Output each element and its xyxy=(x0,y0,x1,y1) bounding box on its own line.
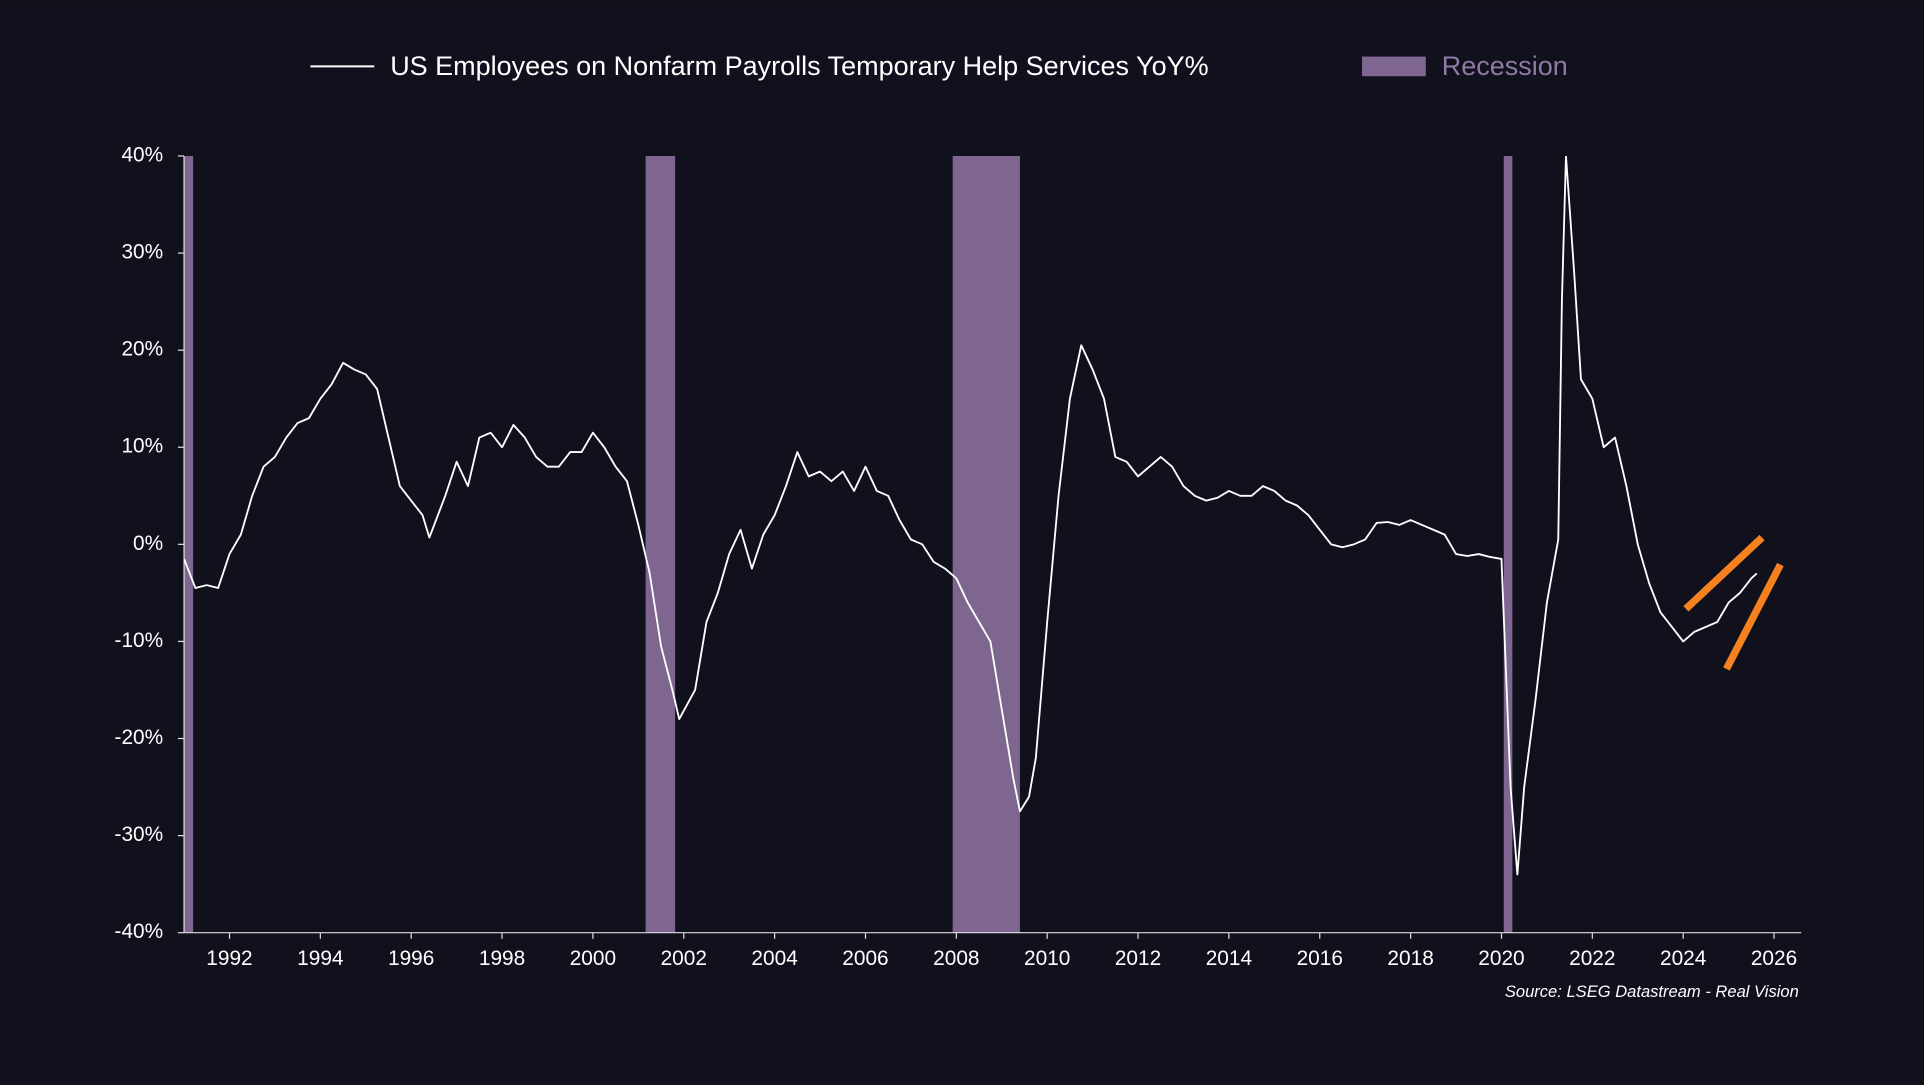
x-tick-label: 2024 xyxy=(1660,947,1706,970)
y-tick-label: 10% xyxy=(121,435,163,458)
legend-label: US Employees on Nonfarm Payrolls Tempora… xyxy=(390,51,1208,81)
x-tick-label: 1994 xyxy=(297,947,343,970)
y-tick-label: 20% xyxy=(121,338,163,361)
x-tick-label: 1998 xyxy=(479,947,525,970)
series-line xyxy=(184,155,1758,876)
source-note: Source: LSEG Datastream - Real Vision xyxy=(1505,982,1799,1001)
x-tick-label: 2016 xyxy=(1297,947,1343,970)
x-tick-label: 2002 xyxy=(661,947,707,970)
x-tick-label: 2018 xyxy=(1387,947,1433,970)
recession-band xyxy=(645,155,676,933)
axes: 40% 30% 20% 10% 0% -10% -20% -30% -40% 1992 1994 19… xyxy=(115,143,1802,970)
y-tick-label: 30% xyxy=(121,241,163,264)
x-tick-label: 2020 xyxy=(1478,947,1524,970)
x-tick-label: 2014 xyxy=(1206,947,1252,970)
recession-band xyxy=(184,155,194,933)
x-tick-label: 2012 xyxy=(1115,947,1161,970)
x-tick-label: 2010 xyxy=(1024,947,1070,970)
y-tick-label: -30% xyxy=(115,823,164,846)
annotation-stroke xyxy=(1683,534,1765,612)
x-tick-label: 2008 xyxy=(933,947,979,970)
series-lines xyxy=(184,155,1758,876)
y-tick-label: 0% xyxy=(133,532,163,555)
x-tick-label: 2026 xyxy=(1751,947,1797,970)
x-tick-label: 1992 xyxy=(206,947,252,970)
x-tick-label: 2006 xyxy=(842,947,888,970)
y-tick-label: 40% xyxy=(121,143,163,166)
legend: US Employees on Nonfarm Payrolls Tempora… xyxy=(310,51,1568,81)
legend-swatch xyxy=(1362,56,1426,77)
y-tick-label: -10% xyxy=(115,629,164,652)
x-tick-label: 2022 xyxy=(1569,947,1615,970)
recession-bands xyxy=(184,155,1513,933)
recession-band xyxy=(952,155,1020,933)
legend-label: Recession xyxy=(1442,51,1568,81)
y-tick-label: -40% xyxy=(115,920,164,943)
annotation-stroke xyxy=(1723,562,1784,671)
recession-band xyxy=(1503,155,1513,933)
y-tick-label: -20% xyxy=(115,726,164,749)
x-tick-label: 1996 xyxy=(388,947,434,970)
x-tick-label: 2000 xyxy=(570,947,616,970)
x-tick-label: 2004 xyxy=(751,947,797,970)
